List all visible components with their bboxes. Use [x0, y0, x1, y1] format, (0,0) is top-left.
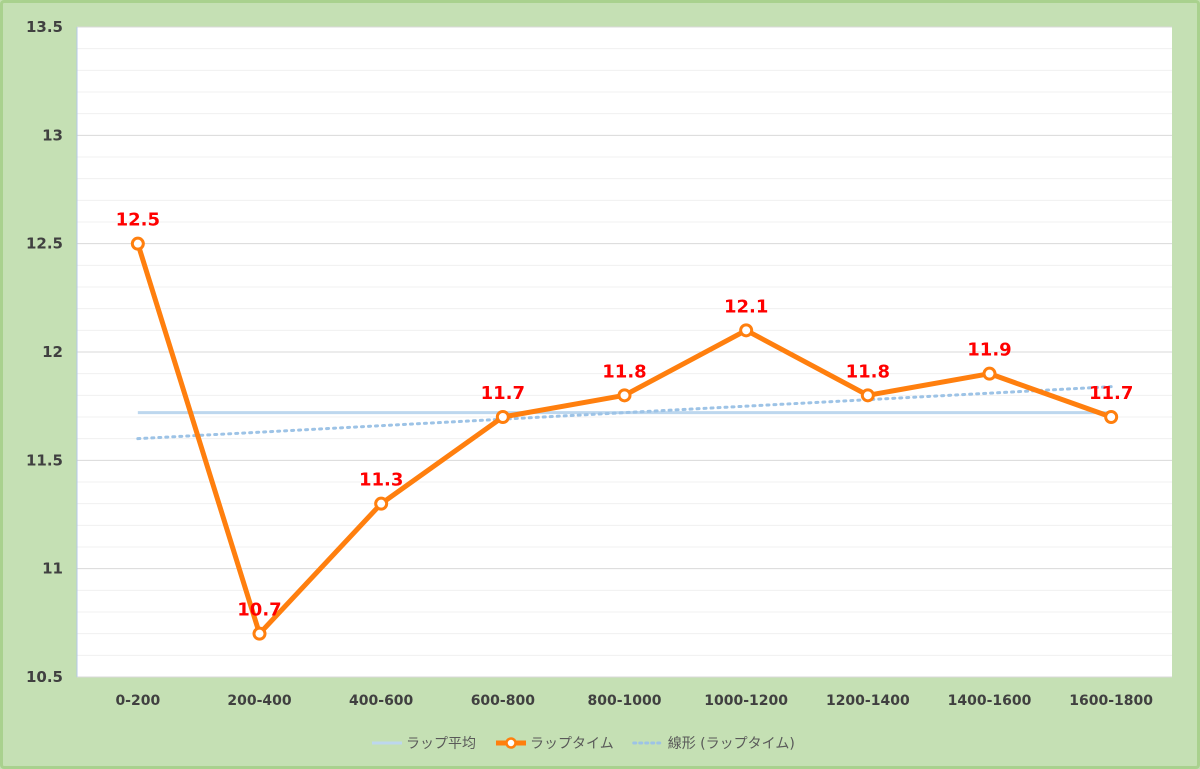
series-group	[130, 236, 1119, 641]
y-tick-label: 13	[42, 126, 63, 144]
x-axis-ticks: 0-200 200-400 400-600 600-800 800-1000 1000-1…	[115, 693, 1153, 709]
y-tick-label: 12.5	[26, 235, 63, 253]
y-tick-label: 13.5	[26, 18, 63, 36]
data-label: 11.7	[1089, 383, 1133, 404]
lap-time-point	[982, 366, 997, 381]
x-tick-label: 0-200	[115, 693, 160, 709]
legend-item-lap-time: ラップタイム	[496, 736, 614, 752]
legend: ラップ平均 ラップタイム 線形 (ラップタイム)	[372, 736, 795, 752]
legend-item-linear-trend: 線形 (ラップタイム)	[632, 736, 795, 752]
lap-time-point	[252, 626, 267, 641]
legend-label: 線形 (ラップタイム)	[668, 736, 795, 752]
legend-item-lap-average: ラップ平均	[372, 736, 476, 752]
lap-time-point	[617, 388, 632, 403]
x-tick-label: 1000-1200	[704, 693, 788, 709]
y-tick-label: 12	[42, 343, 63, 361]
data-labels: 12.5 10.7 11.3 11.7 11.8 12.1 11.8 11.9 11.7	[116, 210, 1134, 621]
data-label: 12.5	[116, 210, 160, 231]
data-label: 12.1	[724, 296, 768, 317]
x-tick-label: 800-1000	[588, 693, 662, 709]
y-tick-label: 11	[42, 560, 63, 578]
y-tick-label: 11.5	[26, 451, 63, 469]
data-label: 11.8	[846, 361, 890, 382]
grid-lines	[77, 26, 1172, 678]
x-tick-label: 1600-1800	[1069, 693, 1153, 709]
y-tick-label: 10.5	[26, 668, 63, 686]
data-label: 11.3	[359, 470, 403, 491]
legend-label: ラップ平均	[406, 736, 476, 752]
lap-time-point	[130, 236, 145, 251]
lap-time-point	[495, 410, 510, 424]
series-line-linear-trend	[136, 385, 1113, 441]
legend-label: ラップタイム	[530, 736, 614, 752]
data-label: 11.8	[602, 361, 646, 382]
lap-time-point	[860, 388, 875, 403]
x-tick-label: 200-400	[227, 693, 292, 709]
x-tick-label: 600-800	[471, 693, 536, 709]
y-axis-ticks: 10.5 11 11.5 12 12.5 13 13.5	[26, 18, 63, 686]
data-label: 11.7	[481, 383, 525, 404]
x-tick-label: 1200-1400	[826, 693, 910, 709]
data-label: 11.9	[967, 340, 1011, 361]
x-tick-label: 1400-1600	[948, 693, 1032, 709]
lap-time-point	[739, 323, 754, 338]
data-label: 10.7	[237, 600, 281, 621]
lap-time-point	[1104, 410, 1119, 424]
lap-time-point	[374, 496, 389, 511]
x-tick-label: 400-600	[349, 693, 414, 709]
legend-marker	[505, 737, 517, 749]
